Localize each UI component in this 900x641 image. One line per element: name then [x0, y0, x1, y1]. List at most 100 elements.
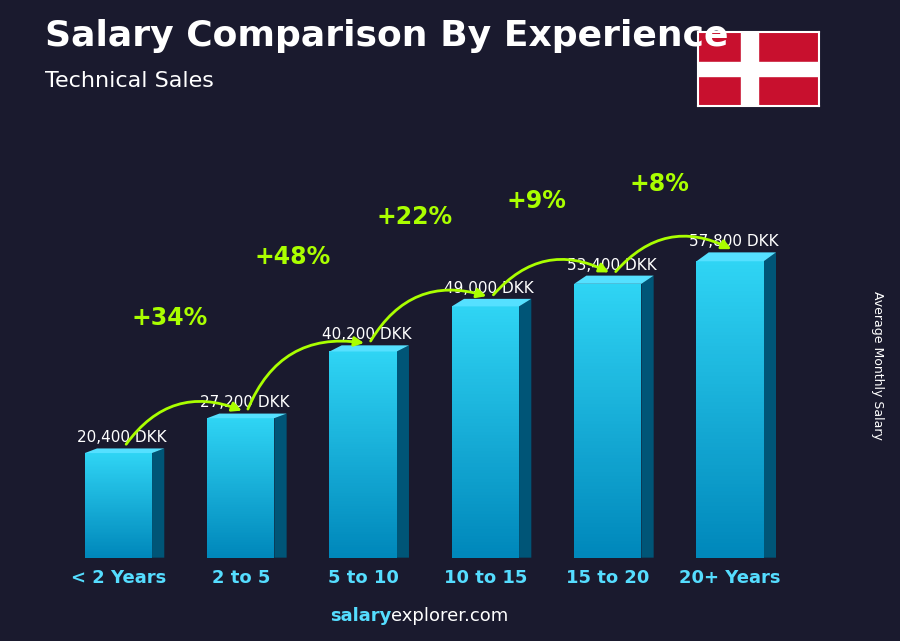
Bar — [329, 383, 397, 385]
Bar — [697, 469, 764, 472]
Bar — [207, 509, 274, 511]
Bar — [207, 492, 274, 493]
Bar — [574, 524, 642, 527]
Bar — [452, 379, 519, 382]
Bar — [574, 414, 642, 417]
Bar — [452, 492, 519, 495]
Bar — [452, 385, 519, 388]
Bar — [574, 379, 642, 383]
Bar — [85, 483, 152, 485]
Bar — [329, 519, 397, 522]
Bar — [329, 426, 397, 429]
Text: +22%: +22% — [376, 206, 453, 229]
Bar — [85, 524, 152, 525]
Bar — [85, 539, 152, 540]
Bar — [207, 547, 274, 549]
Bar — [697, 472, 764, 476]
Bar — [207, 420, 274, 422]
Bar — [329, 393, 397, 395]
Bar — [207, 519, 274, 521]
Bar — [452, 539, 519, 542]
Bar — [207, 465, 274, 467]
Bar — [452, 335, 519, 338]
Bar — [207, 512, 274, 514]
Bar — [85, 481, 152, 482]
Bar — [329, 401, 397, 403]
Bar — [85, 479, 152, 481]
Bar — [207, 474, 274, 476]
Bar — [85, 500, 152, 501]
Bar — [697, 283, 764, 287]
Polygon shape — [329, 345, 409, 351]
Polygon shape — [697, 253, 776, 262]
Bar — [574, 465, 642, 469]
Polygon shape — [452, 299, 531, 306]
Bar — [85, 545, 152, 546]
Bar — [207, 533, 274, 535]
Polygon shape — [207, 413, 286, 418]
Bar — [207, 554, 274, 556]
Bar — [85, 513, 152, 515]
Bar — [697, 462, 764, 465]
Bar — [207, 505, 274, 507]
Bar — [452, 523, 519, 526]
Bar — [452, 372, 519, 376]
Bar — [574, 328, 642, 332]
Bar — [697, 279, 764, 283]
Bar — [452, 501, 519, 504]
Bar — [85, 515, 152, 516]
Bar — [207, 472, 274, 474]
Bar — [697, 420, 764, 424]
Bar — [697, 483, 764, 487]
Bar — [207, 424, 274, 425]
Bar — [574, 315, 642, 318]
Bar — [329, 413, 397, 416]
Bar — [574, 404, 642, 407]
Bar — [452, 360, 519, 363]
Bar — [452, 322, 519, 325]
Bar — [452, 325, 519, 328]
Bar — [452, 341, 519, 344]
Bar — [452, 445, 519, 447]
Bar — [697, 410, 764, 413]
Bar — [207, 507, 274, 509]
Bar — [452, 319, 519, 322]
Bar — [574, 510, 642, 513]
Bar — [452, 353, 519, 356]
Bar — [452, 363, 519, 366]
Bar — [452, 482, 519, 485]
Bar — [207, 531, 274, 533]
Bar — [697, 417, 764, 420]
Bar — [329, 429, 397, 431]
Bar — [452, 442, 519, 445]
Bar — [85, 485, 152, 486]
Bar — [697, 276, 764, 279]
Bar — [207, 451, 274, 453]
Bar — [85, 492, 152, 494]
Bar — [452, 426, 519, 429]
Bar — [329, 351, 397, 354]
Bar — [85, 494, 152, 495]
Bar — [452, 435, 519, 438]
Bar — [85, 506, 152, 508]
Bar — [452, 536, 519, 539]
Bar — [329, 495, 397, 499]
Bar — [452, 467, 519, 470]
Bar — [329, 472, 397, 475]
Bar — [85, 528, 152, 529]
Bar — [697, 383, 764, 387]
Bar — [697, 528, 764, 532]
Bar — [207, 514, 274, 516]
Bar — [85, 467, 152, 469]
Bar — [574, 496, 642, 499]
Bar — [329, 478, 397, 480]
Bar — [697, 543, 764, 547]
Bar — [85, 554, 152, 555]
Bar — [207, 553, 274, 554]
Bar — [207, 544, 274, 545]
Bar — [207, 437, 274, 439]
Bar — [85, 501, 152, 503]
Bar — [574, 417, 642, 420]
Bar — [574, 304, 642, 308]
Bar — [329, 454, 397, 457]
